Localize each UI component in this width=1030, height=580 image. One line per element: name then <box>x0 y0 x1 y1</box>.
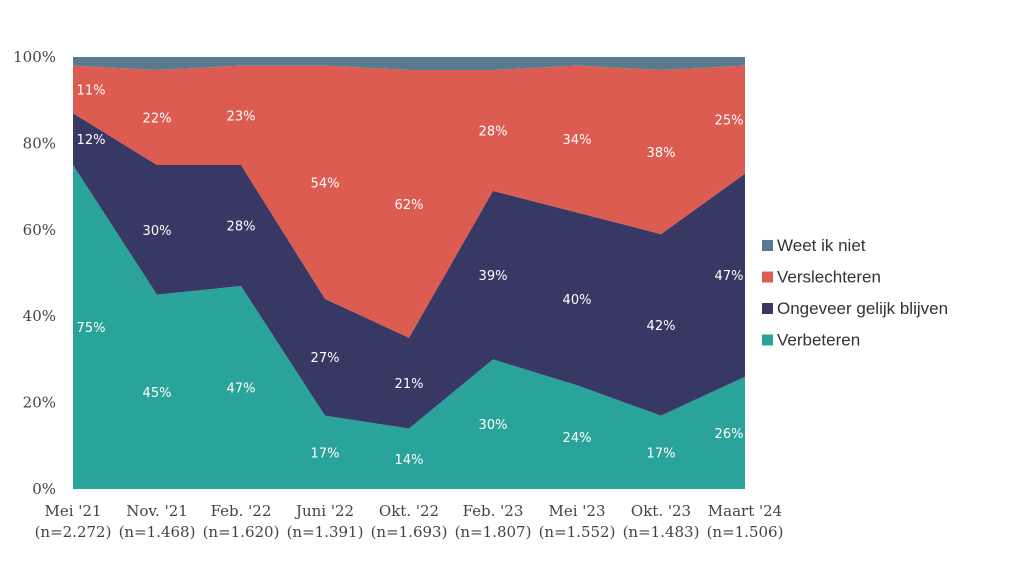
data-label: 28% <box>227 219 256 234</box>
data-label: 12% <box>77 133 106 148</box>
legend-label: Verslechteren <box>777 268 881 287</box>
area-weet-ik-niet <box>73 57 745 70</box>
data-label: 62% <box>395 198 424 213</box>
x-tick-sample-size: (n=2.272) <box>35 523 112 541</box>
data-label: 75% <box>77 321 106 336</box>
x-tick-label: Nov. '21 <box>126 502 188 520</box>
legend-swatch <box>762 334 773 346</box>
data-label: 40% <box>563 293 592 308</box>
data-label: 21% <box>395 377 424 392</box>
area-verslechteren <box>73 65 745 338</box>
x-tick-sample-size: (n=1.552) <box>539 523 616 541</box>
area-ongeveer-gelijk-blijven <box>73 113 745 429</box>
data-label: 22% <box>143 111 172 126</box>
x-tick-label: Mei '21 <box>44 502 101 520</box>
legend-label: Verbeteren <box>777 331 860 350</box>
x-tick-label: Maart '24 <box>708 502 782 520</box>
x-tick-sample-size: (n=1.468) <box>119 523 196 541</box>
data-label: 27% <box>311 351 340 366</box>
data-label: 14% <box>395 453 424 468</box>
y-tick-label: 60% <box>23 221 56 239</box>
x-tick-label: Mei '23 <box>548 502 605 520</box>
legend-swatch <box>762 303 773 314</box>
data-label: 30% <box>479 418 508 433</box>
x-axis: Mei '21 (n=2.272) Nov. '21 (n=1.468) Feb. '2… <box>35 502 784 541</box>
y-tick-label: 20% <box>23 394 56 412</box>
data-label: 17% <box>647 446 676 461</box>
data-label: 47% <box>227 381 256 396</box>
y-axis: 0% 20% 40% 60% 80% 100% <box>13 48 56 498</box>
x-tick-sample-size: (n=1.807) <box>455 523 532 541</box>
x-tick-sample-size: (n=1.506) <box>707 523 784 541</box>
data-label: 38% <box>647 146 676 161</box>
data-label: 47% <box>715 269 744 284</box>
data-label: 34% <box>563 133 592 148</box>
x-tick-label: Juni '22 <box>294 502 354 520</box>
x-tick-label: Feb. '23 <box>463 502 524 520</box>
data-label: 54% <box>311 176 340 191</box>
data-label: 45% <box>143 386 172 401</box>
x-tick-label: Okt. '22 <box>379 502 439 520</box>
x-tick-label: Okt. '23 <box>631 502 691 520</box>
y-tick-label: 80% <box>23 134 56 152</box>
legend-label: Ongeveer gelijk blijven <box>777 299 948 318</box>
legend: Weet ik niet Verslechteren Ongeveer gelijk… <box>762 236 948 350</box>
y-tick-label: 100% <box>13 48 56 66</box>
legend-label: Weet ik niet <box>777 236 866 255</box>
legend-swatch <box>762 240 773 251</box>
data-label: 39% <box>479 269 508 284</box>
data-label: 17% <box>311 446 340 461</box>
data-label: 42% <box>647 319 676 334</box>
data-label: 25% <box>715 114 744 129</box>
area-verbeteren <box>73 165 745 489</box>
x-tick-sample-size: (n=1.391) <box>287 523 364 541</box>
data-label: 23% <box>227 109 256 124</box>
y-tick-label: 0% <box>32 480 56 498</box>
x-tick-sample-size: (n=1.620) <box>203 523 280 541</box>
data-label: 11% <box>77 83 106 98</box>
data-label: 30% <box>143 224 172 239</box>
area-layers <box>73 57 745 489</box>
legend-swatch <box>762 271 773 283</box>
y-tick-label: 40% <box>23 307 56 325</box>
x-tick-sample-size: (n=1.483) <box>623 523 700 541</box>
x-tick-sample-size: (n=1.693) <box>371 523 448 541</box>
data-label: 24% <box>563 431 592 446</box>
x-tick-label: Feb. '22 <box>211 502 272 520</box>
data-labels: 75% 45% 47% 17% 14% 30% 24% 17% 26% 12% 30% 28% 27% 2… <box>77 83 744 467</box>
data-label: 28% <box>479 124 508 139</box>
data-label: 26% <box>715 427 744 442</box>
